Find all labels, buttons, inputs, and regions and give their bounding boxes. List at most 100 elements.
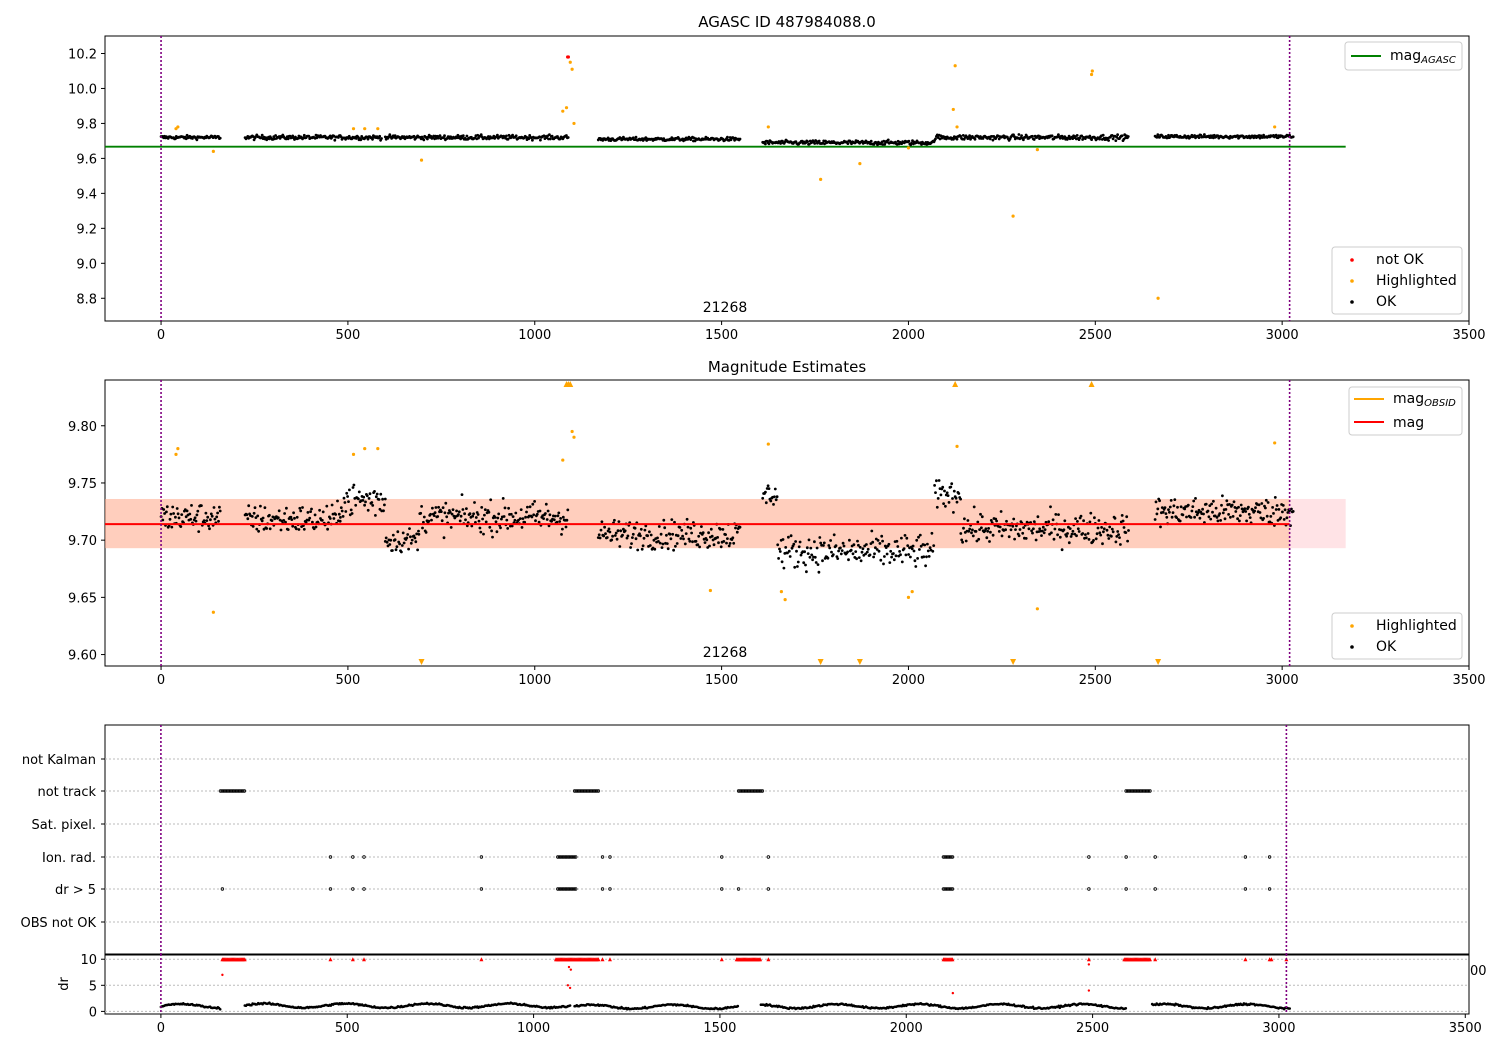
ok-point bbox=[1098, 137, 1101, 141]
ok-point bbox=[600, 520, 604, 524]
ok-point bbox=[1272, 512, 1275, 515]
ok-point bbox=[1004, 528, 1007, 532]
ok-point bbox=[774, 498, 778, 502]
highlighted-point bbox=[351, 452, 356, 456]
ok-point bbox=[506, 137, 510, 141]
dr-capped-marker bbox=[758, 957, 763, 962]
ok-point bbox=[952, 511, 955, 514]
ok-point bbox=[918, 548, 921, 551]
ok-point bbox=[544, 512, 547, 515]
ok-point bbox=[1170, 515, 1174, 519]
flag-point bbox=[220, 887, 225, 891]
ok-point bbox=[564, 525, 568, 529]
ok-point bbox=[1168, 505, 1172, 509]
ok-point bbox=[1285, 516, 1289, 520]
flag-point bbox=[574, 887, 578, 891]
flag-point bbox=[580, 789, 584, 793]
out-of-range-up-marker bbox=[952, 381, 959, 387]
ok-point bbox=[349, 508, 353, 512]
ok-point bbox=[970, 531, 973, 535]
ok-point bbox=[918, 533, 922, 537]
legend-label-ok: OK bbox=[1376, 294, 1397, 310]
dr-capped-marker bbox=[1086, 957, 1091, 962]
ok-point bbox=[963, 517, 966, 521]
ok-point bbox=[605, 536, 609, 539]
ok-point bbox=[950, 482, 954, 486]
flag-point bbox=[766, 887, 771, 891]
ok-point bbox=[1189, 516, 1193, 519]
dr-point bbox=[1031, 1005, 1035, 1009]
ok-point bbox=[1211, 510, 1214, 514]
ok-point bbox=[170, 525, 174, 529]
ok-point bbox=[442, 536, 446, 540]
ok-point bbox=[935, 479, 938, 483]
ok-point bbox=[408, 527, 411, 530]
ok-point bbox=[501, 497, 505, 500]
agasc-ytick-label: 9.2 bbox=[76, 222, 97, 237]
flag-point bbox=[744, 789, 748, 793]
ok-point bbox=[782, 566, 786, 570]
highlighted-point bbox=[570, 67, 574, 71]
ok-point bbox=[957, 492, 961, 495]
ok-point bbox=[925, 555, 928, 559]
ok-point bbox=[1155, 512, 1159, 516]
flag-point bbox=[1146, 789, 1151, 793]
ok-point bbox=[822, 544, 825, 547]
ok-point bbox=[433, 511, 437, 514]
ok-point bbox=[1105, 528, 1109, 532]
ok-point bbox=[971, 534, 975, 538]
ok-point bbox=[670, 518, 674, 521]
ok-point bbox=[412, 534, 416, 538]
legend-label-highlighted: Highlighted bbox=[1376, 273, 1457, 289]
flag-point bbox=[578, 789, 583, 793]
ok-point bbox=[557, 511, 561, 515]
ok-point bbox=[772, 503, 775, 506]
ok-point bbox=[268, 527, 272, 531]
ok-point bbox=[1228, 503, 1231, 506]
ok-point bbox=[1265, 514, 1269, 518]
ok-point bbox=[1000, 534, 1004, 538]
ok-point bbox=[361, 499, 365, 502]
ok-point bbox=[333, 138, 337, 142]
highlighted-point bbox=[906, 146, 911, 150]
ok-point bbox=[688, 539, 692, 543]
ok-point bbox=[1175, 516, 1178, 519]
agasc-obsid-annotation: 21268 bbox=[703, 300, 748, 316]
ok-point bbox=[731, 536, 735, 540]
ok-point bbox=[603, 525, 606, 529]
ok-point bbox=[432, 514, 436, 517]
ok-point bbox=[597, 533, 601, 537]
ok-point bbox=[513, 518, 517, 522]
flag-point bbox=[566, 855, 570, 859]
out-of-range-down-marker bbox=[856, 659, 863, 665]
highlighted-point bbox=[1090, 69, 1094, 73]
flag-point bbox=[571, 887, 575, 891]
ok-point bbox=[474, 521, 477, 524]
ok-point bbox=[707, 531, 710, 535]
ok-point bbox=[1122, 526, 1126, 529]
ok-point bbox=[268, 513, 271, 517]
ok-point bbox=[260, 519, 264, 523]
ok-point bbox=[816, 563, 820, 566]
ok-point bbox=[1027, 527, 1031, 531]
ok-point bbox=[1120, 134, 1124, 138]
ok-point bbox=[510, 524, 514, 528]
ok-point bbox=[865, 550, 869, 554]
ok-point bbox=[926, 549, 930, 553]
ok-point bbox=[815, 546, 819, 550]
ok-point bbox=[796, 560, 800, 564]
flag-point bbox=[754, 789, 759, 793]
ok-point bbox=[163, 512, 167, 515]
ok-point bbox=[520, 526, 524, 529]
ok-point bbox=[900, 536, 903, 540]
ok-point bbox=[1049, 505, 1052, 509]
ok-point bbox=[656, 536, 659, 540]
magest-data bbox=[105, 381, 1295, 665]
flag-row-label: Ion. rad. bbox=[42, 851, 96, 866]
ok-point bbox=[636, 548, 640, 552]
ok-point bbox=[483, 513, 486, 517]
ok-point bbox=[478, 526, 482, 530]
ok-point bbox=[441, 506, 445, 510]
ok-point bbox=[1114, 139, 1118, 143]
